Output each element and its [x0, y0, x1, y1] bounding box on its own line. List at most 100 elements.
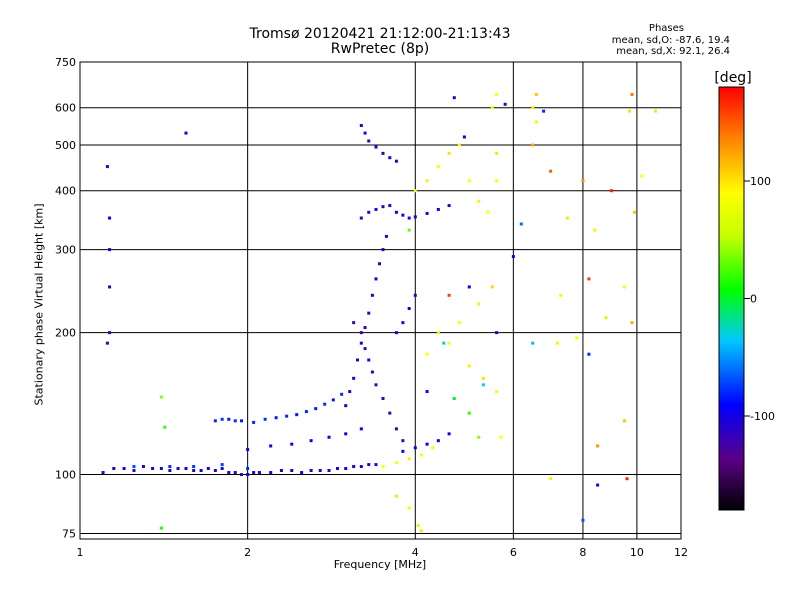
colorbar-label: [deg]	[714, 70, 751, 86]
data-point	[481, 376, 485, 380]
data-point	[132, 465, 136, 469]
data-point	[352, 465, 356, 469]
data-point	[625, 477, 629, 481]
data-point	[159, 526, 163, 530]
stats-x-mode: mean, sd,X: 92.1, 26.4	[616, 46, 730, 57]
data-point	[381, 205, 385, 209]
y-tick-label: 500	[55, 139, 76, 152]
x-tick-label: 6	[510, 546, 517, 559]
data-point	[495, 151, 499, 155]
data-point	[425, 352, 429, 356]
data-point	[511, 255, 515, 259]
data-point	[413, 215, 417, 219]
data-point	[452, 96, 456, 100]
y-tick-label: 75	[62, 527, 76, 540]
data-point	[367, 358, 371, 362]
data-point	[359, 427, 363, 431]
data-point	[336, 467, 340, 471]
data-point	[394, 210, 398, 214]
data-point	[151, 467, 155, 471]
colorbar	[718, 86, 745, 511]
data-point	[374, 207, 378, 211]
data-point	[531, 143, 535, 147]
data-point	[407, 216, 411, 220]
data-point	[314, 407, 318, 411]
data-point	[431, 446, 435, 450]
data-point	[252, 471, 256, 475]
data-point	[534, 92, 538, 96]
data-point	[477, 302, 481, 306]
data-point	[559, 293, 563, 297]
data-point	[534, 120, 538, 124]
data-point	[246, 473, 250, 477]
x-tick-label: 1	[77, 546, 84, 559]
data-point	[596, 444, 600, 448]
data-point	[108, 248, 112, 252]
data-point	[192, 465, 196, 469]
data-point	[477, 199, 481, 203]
data-point	[587, 352, 591, 356]
data-point	[457, 143, 461, 147]
data-point	[184, 467, 188, 471]
data-point	[425, 179, 429, 183]
data-point	[555, 341, 559, 345]
data-point	[481, 383, 485, 387]
data-point	[344, 404, 348, 408]
data-point	[609, 189, 613, 193]
data-point	[549, 477, 553, 481]
data-point	[499, 435, 503, 439]
data-point	[352, 321, 356, 325]
data-point	[352, 376, 356, 380]
data-point	[436, 165, 440, 169]
data-point	[220, 417, 224, 421]
data-point	[240, 419, 244, 423]
data-point	[447, 293, 451, 297]
data-point	[381, 396, 385, 400]
data-point	[246, 448, 250, 452]
data-point	[384, 234, 388, 238]
data-point	[233, 471, 237, 475]
data-point	[447, 341, 451, 345]
data-point	[462, 135, 466, 139]
stats-header: Phases	[648, 23, 684, 34]
data-point	[290, 469, 294, 473]
data-point	[213, 469, 217, 473]
data-point	[168, 465, 172, 469]
data-point	[413, 293, 417, 297]
data-point	[331, 398, 335, 402]
data-point	[309, 469, 313, 473]
data-point	[630, 321, 634, 325]
data-point	[367, 210, 371, 214]
data-point	[587, 277, 591, 281]
data-point	[122, 467, 126, 471]
y-tick-label: 400	[55, 185, 76, 198]
data-point	[542, 109, 546, 113]
data-point	[407, 307, 411, 311]
data-point	[367, 139, 371, 143]
colorbar-tick-label: -100	[750, 410, 775, 423]
data-point	[359, 216, 363, 220]
colorbar-ticks: -100 0 100	[744, 175, 775, 423]
y-tick-label: 600	[55, 102, 76, 115]
data-point	[628, 109, 632, 113]
data-point	[401, 213, 405, 217]
data-point	[168, 469, 172, 473]
x-tick-label: 2	[244, 546, 251, 559]
data-point	[220, 463, 224, 467]
data-point	[436, 331, 440, 335]
data-point	[381, 465, 385, 469]
data-points	[101, 92, 658, 533]
data-point	[105, 165, 109, 169]
data-point	[363, 347, 367, 351]
data-point	[442, 341, 446, 345]
data-point	[356, 358, 360, 362]
data-point	[394, 159, 398, 163]
data-point	[394, 461, 398, 465]
colorbar-tick-label: 0	[750, 293, 757, 306]
data-point	[490, 106, 494, 110]
data-point	[436, 439, 440, 443]
plot-frame	[79, 61, 682, 540]
data-point	[401, 439, 405, 443]
x-tick-label: 12	[674, 546, 688, 559]
data-point	[490, 285, 494, 289]
